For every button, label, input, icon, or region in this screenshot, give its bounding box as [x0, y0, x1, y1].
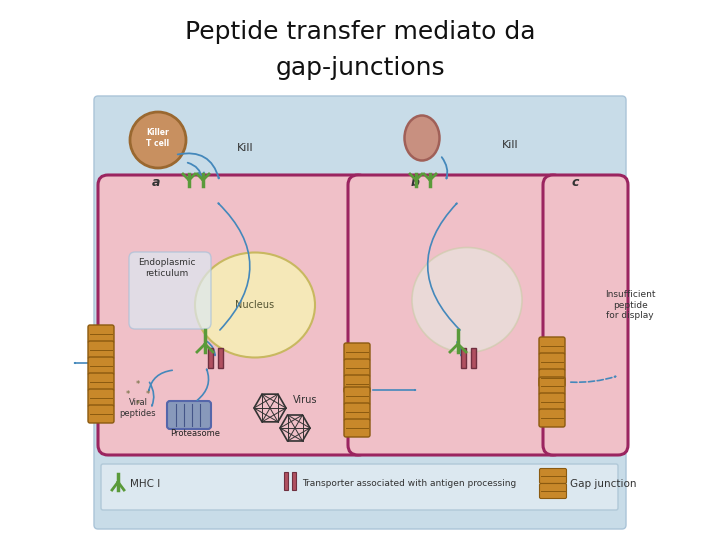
Ellipse shape — [195, 253, 315, 357]
FancyBboxPatch shape — [88, 357, 114, 375]
Text: Gap junction: Gap junction — [570, 479, 636, 489]
Text: Nucleus: Nucleus — [235, 300, 274, 310]
FancyBboxPatch shape — [344, 419, 370, 437]
FancyBboxPatch shape — [539, 369, 565, 387]
FancyArrowPatch shape — [442, 157, 447, 178]
FancyBboxPatch shape — [167, 401, 211, 429]
Ellipse shape — [412, 247, 522, 353]
Text: Peptide transfer mediato da: Peptide transfer mediato da — [185, 20, 535, 44]
FancyBboxPatch shape — [539, 353, 565, 371]
FancyBboxPatch shape — [129, 252, 211, 329]
Text: Endoplasmic
reticulum: Endoplasmic reticulum — [138, 258, 196, 278]
FancyArrowPatch shape — [149, 370, 172, 390]
Bar — [217, 348, 222, 368]
Text: *: * — [136, 401, 140, 409]
Text: b: b — [410, 176, 420, 188]
Text: Virus: Virus — [293, 395, 318, 405]
Bar — [284, 472, 288, 490]
FancyBboxPatch shape — [88, 325, 114, 343]
Text: Kill: Kill — [502, 140, 518, 150]
Text: Proteasome: Proteasome — [170, 429, 220, 438]
FancyBboxPatch shape — [539, 337, 565, 355]
Text: Viral
peptides: Viral peptides — [120, 399, 156, 418]
Bar — [207, 348, 212, 368]
Text: *: * — [126, 390, 130, 400]
FancyBboxPatch shape — [348, 175, 563, 455]
Text: *: * — [136, 381, 140, 389]
Text: a: a — [152, 176, 160, 188]
FancyBboxPatch shape — [543, 175, 628, 455]
FancyBboxPatch shape — [344, 359, 370, 377]
Text: *: * — [146, 390, 150, 400]
FancyArrowPatch shape — [207, 342, 215, 355]
FancyBboxPatch shape — [88, 373, 114, 391]
Text: Killer
T cell: Killer T cell — [146, 129, 170, 148]
FancyBboxPatch shape — [344, 403, 370, 421]
FancyArrowPatch shape — [428, 204, 460, 330]
Text: Transporter associated with antigen processing: Transporter associated with antigen proc… — [302, 480, 516, 489]
Bar — [470, 348, 475, 368]
Bar — [292, 472, 296, 490]
FancyBboxPatch shape — [98, 175, 368, 455]
Text: Kill: Kill — [237, 143, 253, 153]
Ellipse shape — [405, 116, 439, 160]
Text: Insufficient
peptide
for display: Insufficient peptide for display — [605, 290, 655, 320]
FancyBboxPatch shape — [88, 405, 114, 423]
FancyBboxPatch shape — [539, 469, 567, 483]
FancyArrowPatch shape — [457, 342, 462, 355]
FancyArrowPatch shape — [150, 382, 154, 406]
FancyBboxPatch shape — [539, 393, 565, 411]
FancyBboxPatch shape — [539, 409, 565, 427]
FancyArrowPatch shape — [571, 376, 616, 382]
FancyArrowPatch shape — [178, 153, 219, 178]
Circle shape — [130, 112, 186, 168]
FancyBboxPatch shape — [344, 343, 370, 361]
FancyBboxPatch shape — [344, 387, 370, 405]
FancyBboxPatch shape — [88, 341, 114, 359]
FancyArrowPatch shape — [197, 369, 209, 400]
FancyBboxPatch shape — [539, 377, 565, 395]
FancyBboxPatch shape — [94, 96, 626, 529]
Text: gap-junctions: gap-junctions — [275, 56, 445, 80]
Text: MHC I: MHC I — [130, 479, 161, 489]
FancyArrowPatch shape — [218, 203, 250, 330]
Text: c: c — [571, 176, 579, 188]
FancyBboxPatch shape — [344, 375, 370, 393]
FancyBboxPatch shape — [539, 483, 567, 498]
Bar — [461, 348, 466, 368]
FancyBboxPatch shape — [88, 389, 114, 407]
FancyBboxPatch shape — [101, 464, 618, 510]
